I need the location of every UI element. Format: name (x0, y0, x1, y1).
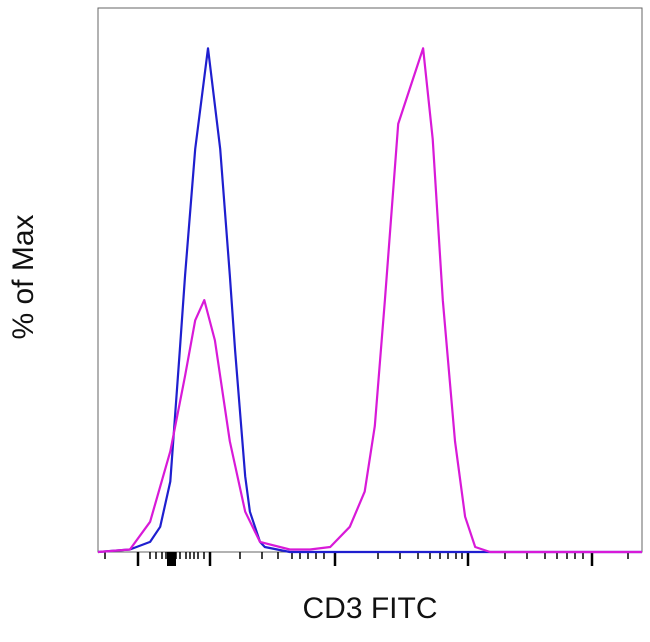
x-tick-cluster (167, 552, 176, 566)
x-axis-label: CD3 FITC (302, 592, 438, 625)
plot-frame (97, 7, 643, 553)
histogram-series-2 (97, 47, 642, 554)
y-axis-label: % of Max (7, 214, 40, 340)
